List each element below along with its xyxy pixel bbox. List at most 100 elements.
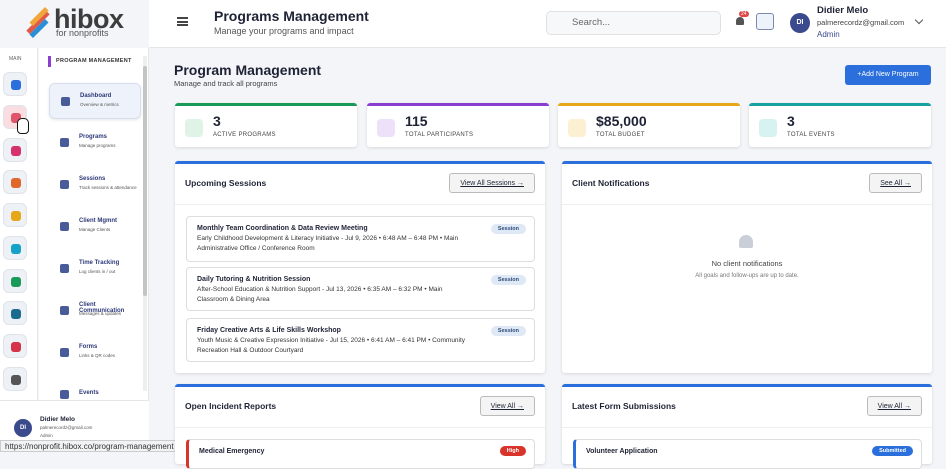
header-subtitle: Manage your programs and impact (214, 26, 354, 36)
notifications-panel: Client Notifications See All → No client… (562, 161, 932, 373)
forms-panel: Latest Form Submissions View All → Volun… (562, 384, 932, 469)
nav-item[interactable]: Programs Manage programs (49, 125, 141, 161)
session-detail: Early Childhood Development & Literacy I… (197, 235, 459, 252)
icon-rail: MAIN (0, 48, 38, 452)
panel-title: Client Notifications (572, 178, 650, 188)
view-all-incidents[interactable]: View All → (479, 396, 535, 416)
nav-icon (60, 222, 69, 231)
user-menu-toggle[interactable] (914, 15, 924, 25)
nav-title: Events (79, 390, 99, 396)
stat-value: $85,000 (596, 113, 647, 129)
nav-item[interactable]: Events (49, 377, 141, 413)
stat-card: 3 ACTIVE PROGRAMS (175, 103, 357, 147)
panel-title: Upcoming Sessions (185, 178, 267, 188)
session-title: Friday Creative Arts & Life Skills Works… (197, 327, 341, 334)
nav-item[interactable]: Client Communication Messages & updates (49, 293, 141, 329)
rail-icon[interactable] (3, 203, 27, 227)
search-box[interactable]: Search... (546, 11, 721, 35)
rail-icon[interactable] (3, 236, 27, 260)
nav-subtitle: Links & QR codes (79, 353, 116, 358)
nav-item[interactable]: Dashboard Overview & metrics (49, 83, 141, 119)
rail-icon[interactable] (3, 334, 27, 358)
nav-title: Client Mgmnt (79, 218, 117, 224)
nav-icon (60, 138, 69, 147)
nav-title: Dashboard (80, 93, 112, 99)
avatar[interactable]: DI (790, 13, 810, 33)
nav-item[interactable]: Sessions Track sessions & attendance (49, 167, 141, 203)
notification-badge: 24 (739, 11, 749, 17)
stat-label: TOTAL PARTICIPANTS (405, 132, 474, 138)
logo-mark (24, 6, 52, 39)
panel-title: Open Incident Reports (185, 401, 277, 411)
bell-icon (739, 235, 753, 248)
nav-icon (60, 348, 69, 357)
nav-title: Programs (79, 134, 108, 140)
sessions-panel: Upcoming Sessions View All Sessions → Mo… (175, 161, 545, 373)
stat-icon (377, 119, 395, 137)
stat-icon (568, 119, 586, 137)
nav-icon (60, 390, 69, 399)
rail-icon[interactable] (3, 301, 27, 325)
rail-icon[interactable] (3, 138, 27, 162)
nav-icon (61, 97, 70, 106)
logo-name: hibox (54, 4, 124, 34)
user-email: palmerecordz@gmail.com (40, 425, 93, 430)
nav-title: Client Communication (79, 302, 125, 314)
avatar: DI (14, 419, 32, 437)
stat-card: 3 TOTAL EVENTS (749, 103, 931, 147)
logo-tagline: for nonprofits (56, 28, 109, 38)
user-name: Didier Melo (817, 5, 869, 16)
session-badge: Session (490, 275, 526, 285)
rail-icon[interactable] (3, 367, 27, 391)
session-badge: Session (490, 224, 526, 234)
page-subtitle: Manage and track all programs (174, 79, 278, 88)
session-item[interactable]: Daily Tutoring & Nutrition Session After-… (186, 267, 535, 311)
panel-title: Latest Form Submissions (572, 401, 676, 411)
session-badge: Session (490, 326, 526, 336)
form-item[interactable]: Volunteer Application Submitted (573, 439, 922, 469)
add-program-button[interactable]: +Add New Program (845, 65, 931, 85)
nav-item[interactable]: Time Tracking Log clients in / out (49, 251, 141, 287)
user-role: Admin (817, 30, 840, 39)
nav-item[interactable]: Client Mgmnt Manage Clients (49, 209, 141, 245)
session-item[interactable]: Friday Creative Arts & Life Skills Works… (186, 318, 535, 362)
stat-value: 115 (405, 113, 428, 129)
view-all-forms[interactable]: View All → (866, 396, 922, 416)
form-status: Submitted (872, 446, 913, 456)
nav-title: Time Tracking (79, 260, 120, 266)
cursor (17, 118, 29, 134)
stat-label: ACTIVE PROGRAMS (213, 132, 276, 138)
sidebar-heading: PROGRAM MANAGEMENT (56, 58, 132, 64)
incident-item[interactable]: Medical Emergency High (186, 439, 535, 469)
screen-icon[interactable] (756, 13, 774, 30)
incident-severity: High (499, 446, 526, 456)
session-item[interactable]: Monthly Team Coordination & Data Review … (186, 216, 535, 262)
nav-title: Forms (79, 344, 98, 350)
page-title: Program Management (174, 62, 322, 78)
nav-icon (60, 264, 69, 273)
rail-icon[interactable] (3, 72, 27, 96)
see-all-notifications[interactable]: See All → (869, 173, 922, 193)
stat-value: 3 (213, 113, 221, 129)
rail-label: MAIN (9, 56, 22, 62)
rail-icon[interactable] (3, 170, 27, 194)
stat-icon (759, 119, 777, 137)
session-title: Monthly Team Coordination & Data Review … (197, 225, 368, 232)
nav-title: Sessions (79, 176, 106, 182)
view-all-sessions[interactable]: View All Sessions → (449, 173, 535, 193)
user-name: Didier Melo (40, 416, 76, 423)
stat-card: 115 TOTAL PARTICIPANTS (367, 103, 549, 147)
empty-text: All goals and follow-ups are up to date. (695, 273, 799, 279)
menu-button[interactable] (177, 17, 188, 26)
nav-subtitle: Log clients in / out (79, 269, 116, 274)
nav-item[interactable]: Forms Links & QR codes (49, 335, 141, 371)
session-detail: After-School Education & Nutrition Suppo… (197, 286, 443, 303)
bell-icon[interactable] (736, 17, 744, 25)
nav-subtitle: Overview & metrics (80, 102, 119, 107)
stat-icon (185, 119, 203, 137)
stat-card: $85,000 TOTAL BUDGET (558, 103, 740, 147)
rail-icon[interactable] (3, 269, 27, 293)
sidebar-user[interactable]: DI Didier Melo palmerecordz@gmail.com Ad… (0, 400, 149, 440)
